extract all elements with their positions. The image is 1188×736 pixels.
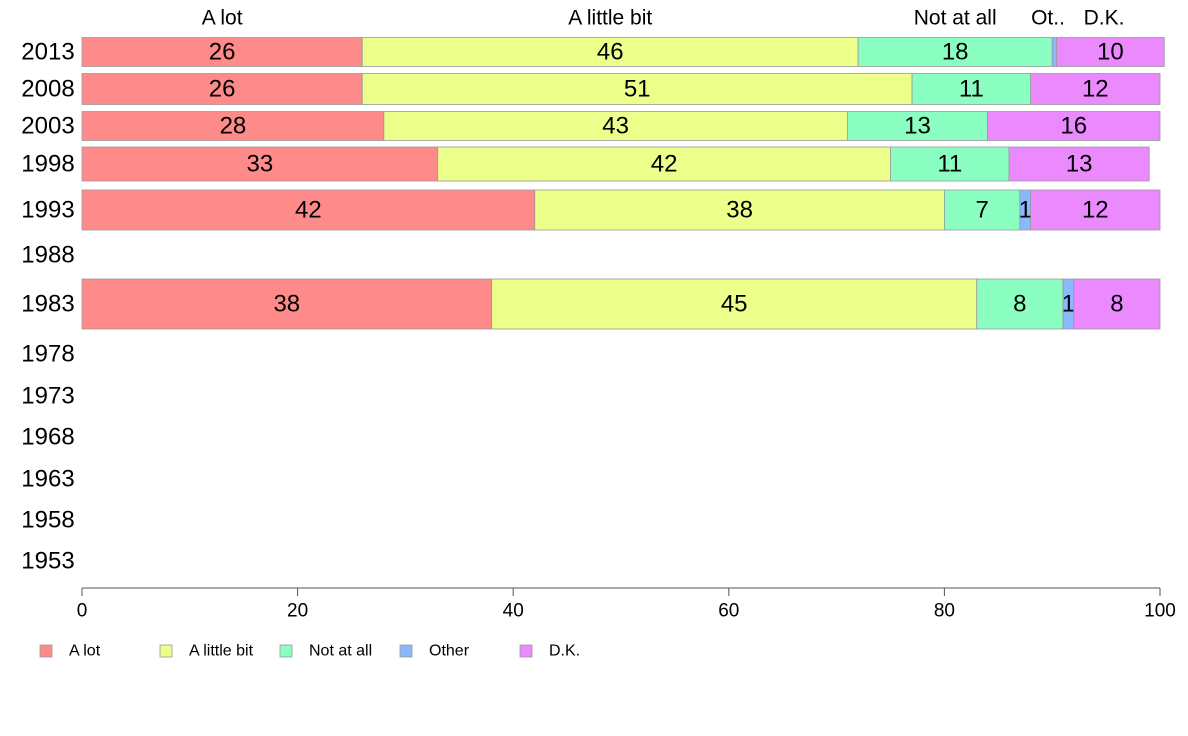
legend-swatch	[279, 644, 293, 658]
legend-label: A little bit	[189, 643, 254, 660]
data-label: 26	[209, 76, 236, 103]
data-label: 38	[726, 197, 753, 224]
bar-segment	[1051, 37, 1057, 67]
bar-segment	[1008, 146, 1150, 182]
data-label: 11	[959, 76, 984, 103]
bar-segment	[1030, 189, 1161, 231]
data-label: 1	[1019, 197, 1032, 224]
bar-segment	[491, 278, 978, 330]
data-label: 26	[209, 39, 236, 66]
bar-segment	[534, 189, 945, 231]
data-label: 12	[1082, 197, 1109, 224]
x-tick-label: 40	[503, 601, 524, 622]
data-label: 38	[273, 291, 300, 318]
data-label: 28	[220, 113, 247, 140]
legend-label: D.K.	[549, 643, 580, 660]
legend-label: Not at all	[309, 643, 372, 660]
legend-swatch	[519, 644, 533, 658]
y-tick-label: 1973	[21, 383, 74, 410]
data-label: 8	[1013, 291, 1026, 318]
data-label: 43	[602, 113, 629, 140]
bar-segment	[911, 73, 1032, 105]
y-tick-label: 1958	[21, 507, 74, 534]
x-tick-label: 20	[287, 601, 308, 622]
bar-segment	[1056, 37, 1165, 67]
data-label: 12	[1082, 76, 1109, 103]
data-label: 51	[624, 76, 651, 103]
y-tick-label: 2003	[21, 113, 74, 140]
x-tick-label: 80	[934, 601, 955, 622]
y-tick-label: 1993	[21, 197, 74, 224]
bar-segment	[81, 278, 493, 330]
data-label: 42	[651, 151, 678, 178]
bar-segment	[81, 111, 385, 141]
bar-segment	[987, 111, 1161, 141]
bar-segment	[1030, 73, 1161, 105]
bar-segment	[857, 37, 1053, 67]
y-tick-label: 2008	[21, 76, 74, 103]
column-header: A lot	[202, 7, 243, 30]
legend-swatch	[159, 644, 173, 658]
data-label: 7	[975, 197, 988, 224]
bar-segment	[437, 146, 891, 182]
y-tick-label: 1988	[21, 242, 74, 269]
column-header: A little bit	[568, 7, 652, 30]
column-header: Ot..	[1031, 7, 1065, 30]
bar-segment	[383, 111, 848, 141]
bar-segment	[944, 189, 1021, 231]
bar-segment	[81, 37, 363, 67]
legend-label: Other	[429, 643, 470, 660]
data-label: 8	[1110, 291, 1123, 318]
data-label: 11	[937, 151, 962, 178]
y-tick-label: 1978	[21, 341, 74, 368]
y-tick-label: 1998	[21, 151, 74, 178]
bar-segment	[361, 73, 913, 105]
data-label: 42	[295, 197, 322, 224]
data-label: 13	[1066, 151, 1093, 178]
data-label: 45	[721, 291, 748, 318]
data-label: 46	[597, 39, 624, 66]
data-label: 33	[247, 151, 274, 178]
bar-segment	[361, 37, 859, 67]
bar-segment	[1073, 278, 1161, 330]
x-tick-label: 100	[1144, 601, 1176, 622]
x-tick-label: 60	[718, 601, 739, 622]
bar-segment	[81, 73, 363, 105]
legend-swatch	[39, 644, 53, 658]
column-header: D.K.	[1084, 7, 1125, 30]
y-tick-label: 1968	[21, 424, 74, 451]
bar-segment	[81, 189, 536, 231]
legend-label: A lot	[69, 643, 101, 660]
data-label: 13	[904, 113, 931, 140]
legend-swatch	[399, 644, 413, 658]
bar-segment	[81, 146, 439, 182]
x-tick-label: 0	[77, 601, 88, 622]
column-header: Not at all	[914, 7, 997, 30]
data-label: 16	[1060, 113, 1087, 140]
data-label: 18	[942, 39, 969, 66]
data-label: 1	[1062, 291, 1075, 318]
y-tick-label: 2013	[21, 39, 74, 66]
y-tick-label: 1983	[21, 291, 74, 318]
y-tick-label: 1953	[21, 548, 74, 575]
y-tick-label: 1963	[21, 466, 74, 493]
data-label: 10	[1097, 39, 1124, 66]
